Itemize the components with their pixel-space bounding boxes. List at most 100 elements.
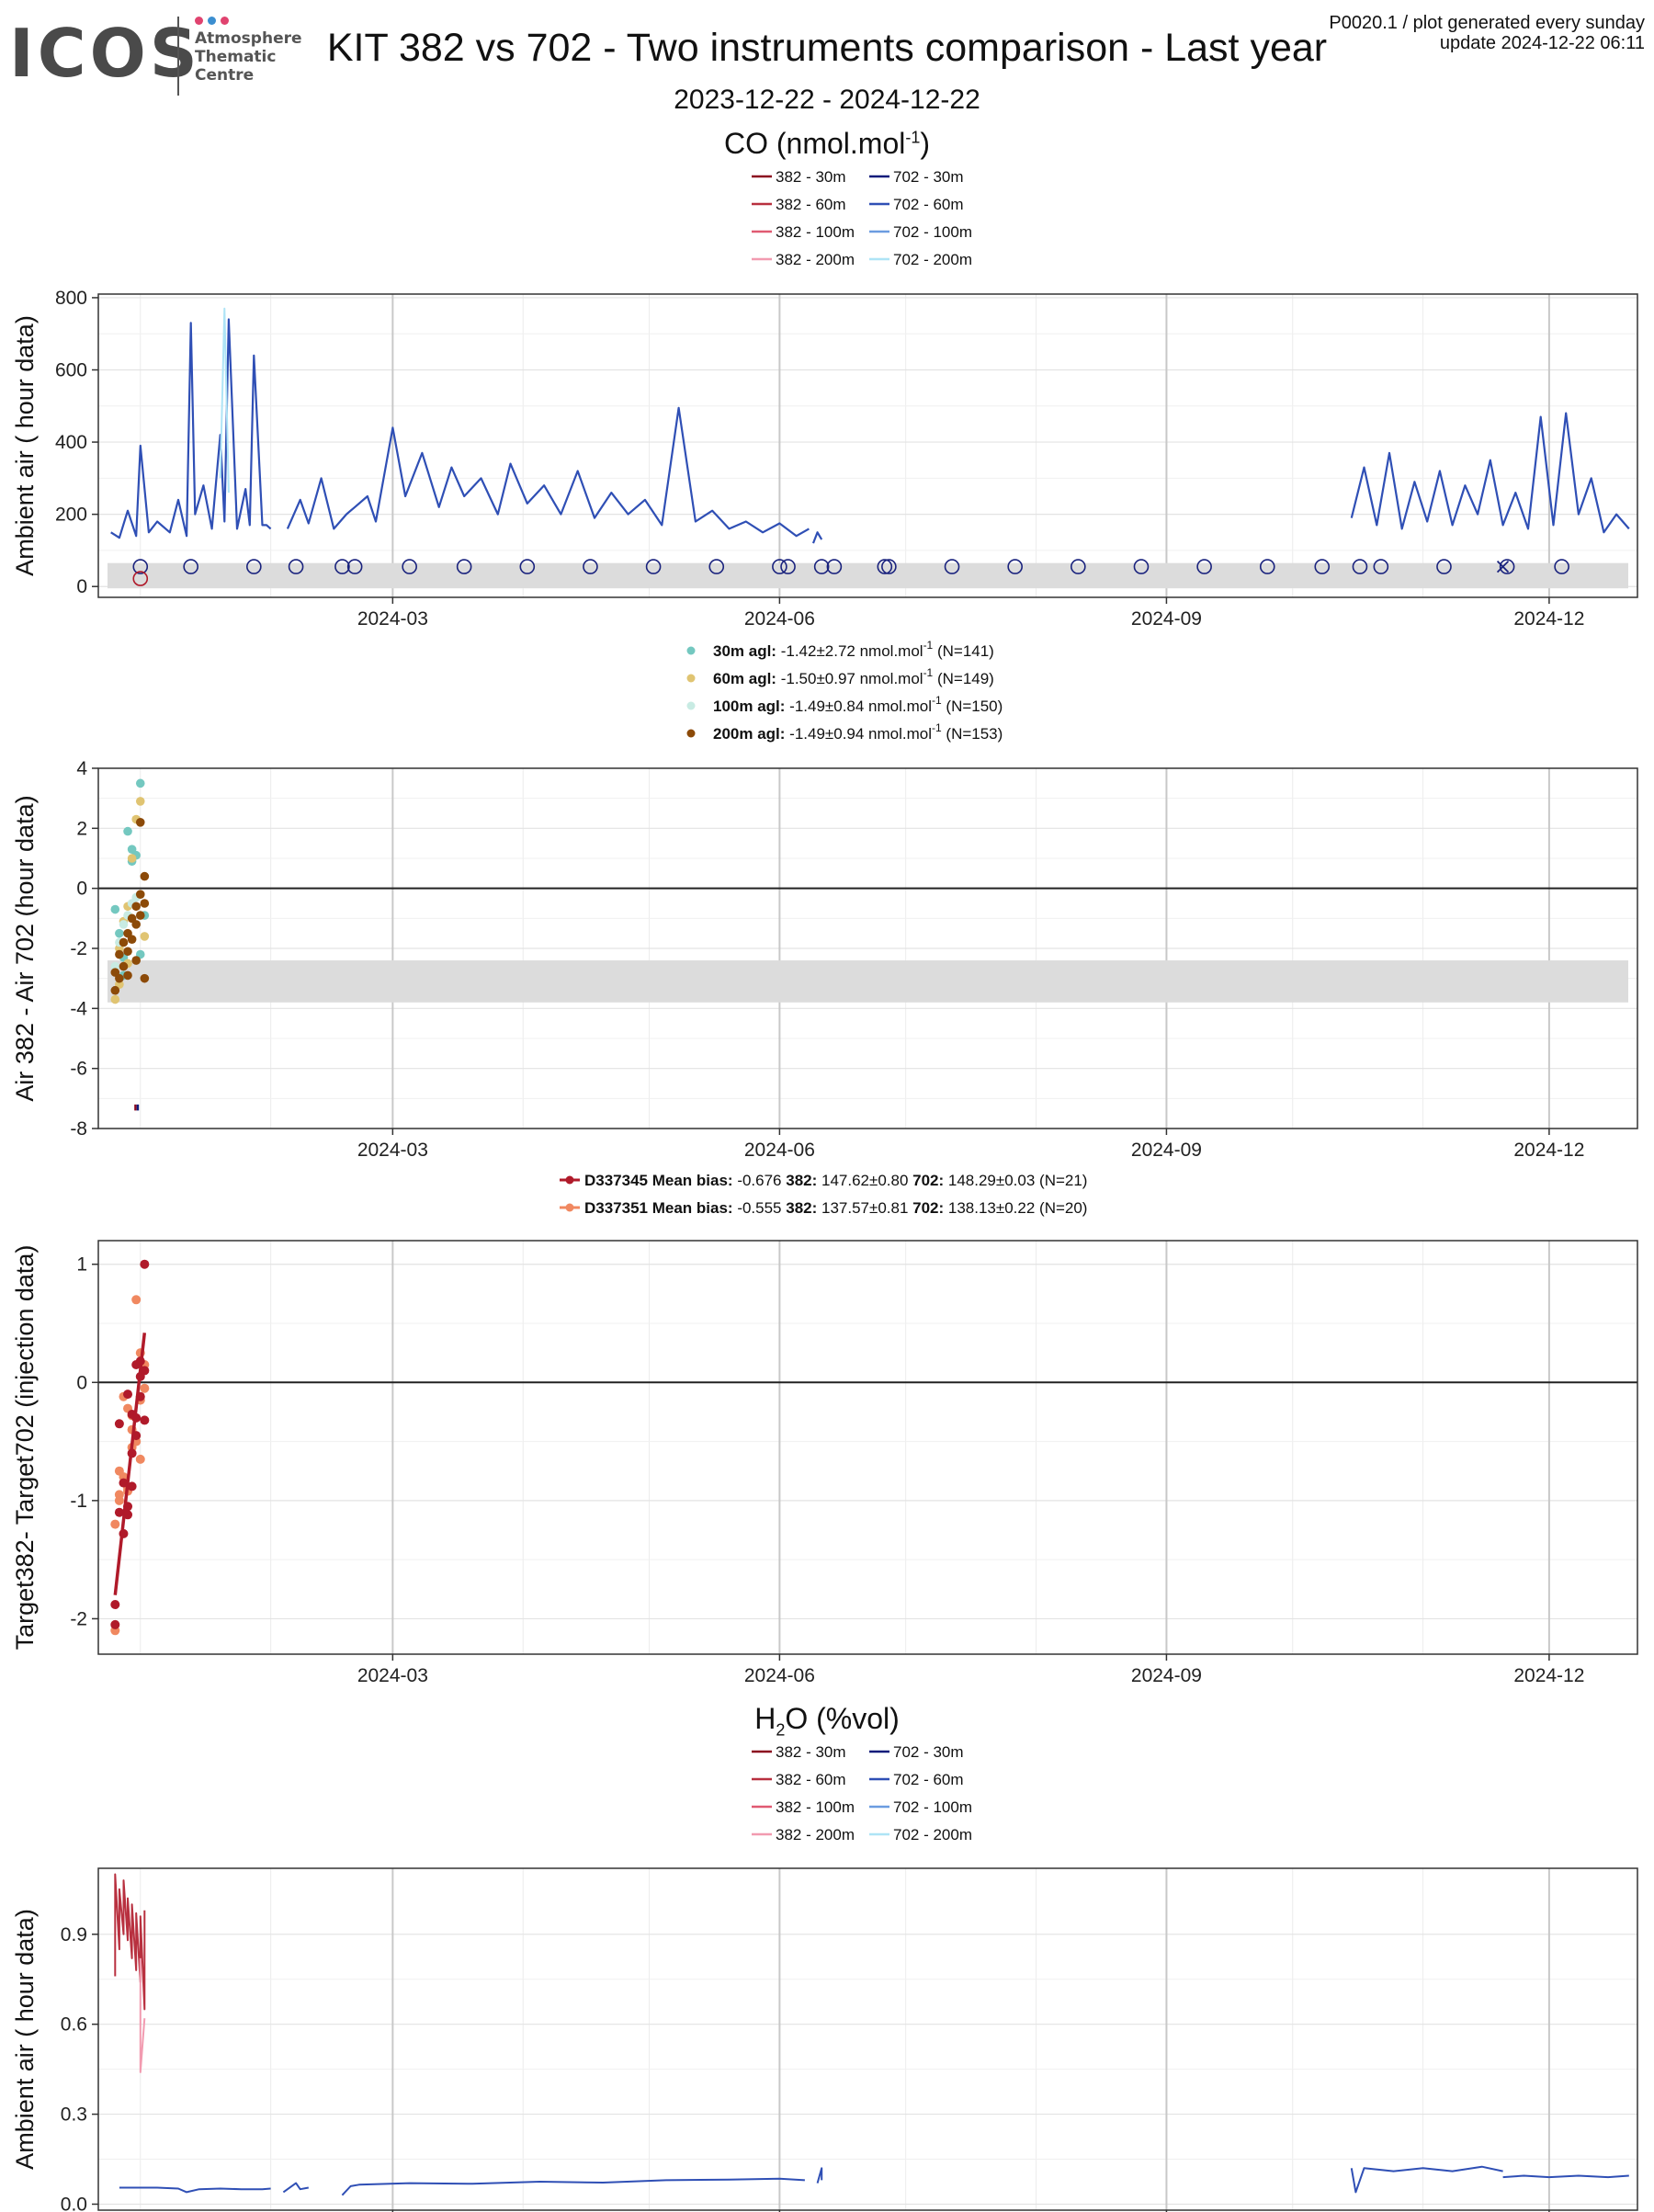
legend-dot xyxy=(686,674,696,683)
h2o-section-title: H2O (%vol) xyxy=(0,1702,1654,1740)
legend-label: 382 - 100m xyxy=(776,223,855,241)
diff-point-200m-agl xyxy=(140,871,150,881)
x-tick-label: 2024-12 xyxy=(1513,1665,1584,1686)
calibration-marker xyxy=(1352,559,1368,574)
legend-label: 382 - 30m xyxy=(776,1743,846,1761)
legend-label: 30m agl: -1.42±2.72 nmol.mol-1 (N=141) xyxy=(713,639,994,660)
target-legend: D337345 Mean bias: -0.676 382: 147.62±0.… xyxy=(560,1172,1087,1217)
calibration-marker xyxy=(944,559,960,574)
y-tick-label: 0.6 xyxy=(61,2014,87,2036)
y-tick-label: 0.0 xyxy=(61,2194,87,2212)
calibration-marker xyxy=(402,559,417,574)
logo-dot-1 xyxy=(195,17,203,25)
x-tick-label: 2024-03 xyxy=(357,1140,428,1161)
x-tick-label: 2024-06 xyxy=(744,1665,815,1686)
target-point-D337345 xyxy=(110,1619,120,1629)
target-point-D337345 xyxy=(140,1259,150,1269)
diff-point-60m-agl xyxy=(140,932,150,941)
series-line-702-60m xyxy=(1350,2165,1503,2194)
x-tick-label: 2024-12 xyxy=(1513,1140,1584,1161)
h2o-species: H xyxy=(754,1702,776,1735)
diff-point-200m-agl xyxy=(140,899,150,908)
diff-point-30m-agl xyxy=(123,826,132,836)
logo-sub-line-2: Thematic xyxy=(195,48,277,66)
x-tick-label: 2024-12 xyxy=(1513,608,1584,630)
calibration-marker xyxy=(708,559,725,574)
diff-point-200m-agl xyxy=(115,949,124,959)
series-line-702-200m xyxy=(219,307,230,493)
legend-label: 702 - 60m xyxy=(893,1771,964,1788)
h2o-rest: O (%vol) xyxy=(785,1702,900,1735)
legend-dot xyxy=(686,701,696,710)
target-point-D337351 xyxy=(140,1383,150,1393)
h2o-subscript: 2 xyxy=(776,1720,786,1740)
outlier-mark-702 xyxy=(136,1104,140,1111)
plot-frame xyxy=(97,1240,1638,1655)
diff-point-30m-agl xyxy=(135,778,145,788)
plot-frame xyxy=(97,767,1638,1129)
diff-point-30m-agl xyxy=(115,928,124,938)
line-legend: 382 - 30m 382 - 60m 382 - 100m 382 - 200m 70… xyxy=(752,1743,972,1843)
excluded-marker xyxy=(1496,560,1510,573)
logo-sub-line-1: Atmosphere xyxy=(195,29,302,48)
target-point-D337345 xyxy=(140,1415,150,1425)
target-point-D337345 xyxy=(110,1600,120,1609)
target-point-D337351 xyxy=(135,1454,145,1464)
x-tick-label: 2024-09 xyxy=(1131,608,1202,630)
calibration-marker xyxy=(1373,559,1389,574)
calibration-marker xyxy=(1133,559,1150,574)
y-tick-label: -2 xyxy=(70,1608,87,1629)
target-point-D337345 xyxy=(123,1390,133,1400)
legend-label: 200m agl: -1.49±0.94 nmol.mol-1 (N=153) xyxy=(713,721,1003,743)
diff-point-200m-agl xyxy=(123,947,132,957)
calibration-marker-382 xyxy=(132,571,149,586)
y-tick-label: -4 xyxy=(70,998,87,1019)
co-species: CO xyxy=(723,127,768,160)
calibration-marker xyxy=(826,559,843,574)
x-tick-label: 2024-03 xyxy=(357,608,428,630)
target-point-D337351 xyxy=(110,1519,120,1529)
plot-info: P0020.1 / plot generated every sunday up… xyxy=(1329,13,1645,53)
legend-dot xyxy=(686,729,696,738)
y-tick-label: 200 xyxy=(55,505,87,526)
calibration-marker xyxy=(1071,559,1086,574)
diff-point-200m-agl xyxy=(140,973,150,983)
y-axis-label: Ambient air ( hour data) xyxy=(11,315,39,576)
y-tick-label: -8 xyxy=(70,1118,87,1140)
series-line-702-60m xyxy=(1350,412,1630,534)
series-line-702-60m xyxy=(110,318,272,539)
legend-dot xyxy=(565,1175,574,1185)
calibration-marker xyxy=(772,559,787,574)
calibration-marker xyxy=(1314,559,1331,574)
calibration-marker xyxy=(288,559,304,574)
calibration-marker xyxy=(583,559,598,574)
y-tick-label: 0.9 xyxy=(61,1924,87,1945)
diff-point-200m-agl xyxy=(135,911,145,920)
legend-label: 702 - 100m xyxy=(893,1798,972,1816)
diff-point-60m-agl xyxy=(135,797,145,806)
y-tick-label: 800 xyxy=(55,288,87,309)
calibration-marker xyxy=(881,559,897,574)
calibration-marker xyxy=(1554,559,1569,574)
y-tick-label: 2 xyxy=(76,818,87,839)
logo-dot-2 xyxy=(208,17,216,25)
plot-background xyxy=(98,1868,1637,2210)
diff-point-200m-agl xyxy=(119,937,129,947)
co-unit: (nmol.mol xyxy=(776,127,906,160)
legend-label: 382 - 200m xyxy=(776,251,855,268)
calibration-marker xyxy=(519,559,536,574)
y-axis-label: Target382- Target702 (injection data) xyxy=(11,1245,39,1650)
series-line-702-60m xyxy=(816,2167,823,2184)
diff-point-200m-agl xyxy=(131,956,141,965)
co_diff-panel: 2024-03 2024-06 2024-09 2024-12 -8 -6 -4 -2 0 2 4 A… xyxy=(11,758,1638,1161)
diff-point-60m-agl xyxy=(110,994,120,1004)
plot-background xyxy=(98,1241,1637,1654)
logo-sub-line-3: Centre xyxy=(195,66,255,85)
diff-point-200m-agl xyxy=(127,935,137,944)
calibration-band xyxy=(108,562,1628,589)
legend-label: 382 - 60m xyxy=(776,1771,846,1788)
co-section-title: CO (nmol.mol-1) xyxy=(0,127,1654,161)
series-line-702-60m xyxy=(282,2182,309,2194)
diff-point-200m-agl xyxy=(119,961,129,971)
y-tick-label: 1 xyxy=(76,1254,87,1276)
